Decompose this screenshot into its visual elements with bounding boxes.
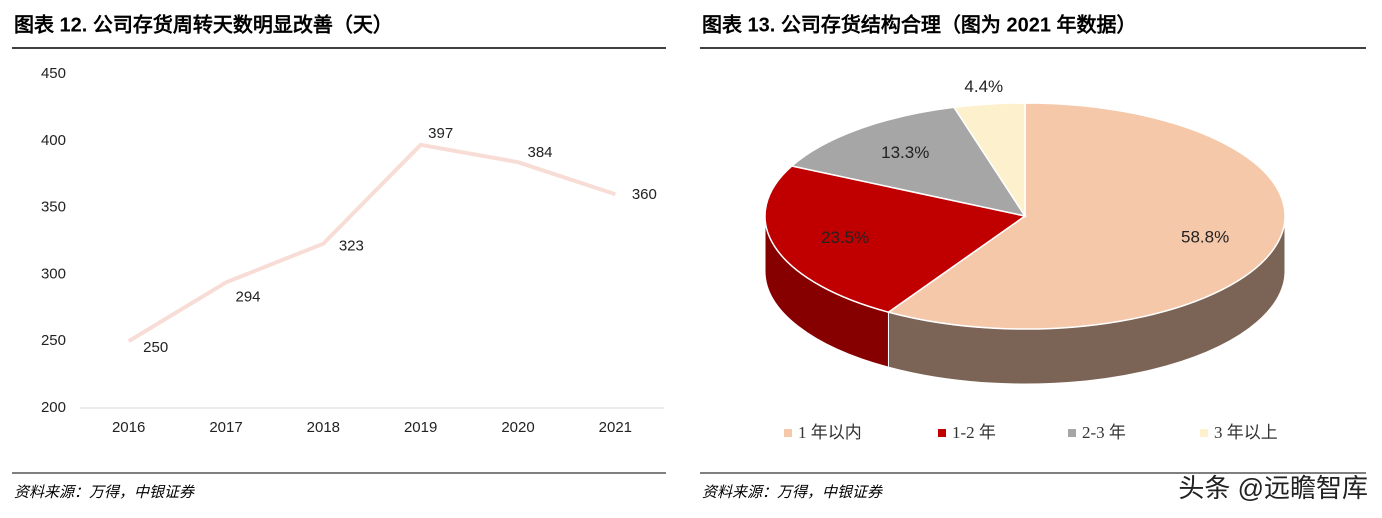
legend-swatch [938, 429, 946, 437]
x-tick-label: 2016 [112, 419, 145, 436]
x-tick-label: 2019 [404, 419, 437, 436]
legend-label: 3 年以上 [1214, 423, 1278, 442]
y-tick-label: 200 [41, 399, 66, 416]
y-tick-label: 400 [41, 132, 66, 149]
legend-label: 1-2 年 [952, 423, 996, 442]
data-label: 13.3% [881, 143, 929, 162]
data-label: 294 [235, 288, 260, 305]
slice [886, 102, 1286, 330]
legend-swatch [784, 429, 792, 437]
y-tick-label: 450 [41, 65, 66, 82]
data-label: 23.5% [821, 228, 869, 247]
source: 资料来源：万得，中银证券 [702, 484, 883, 501]
data-label: 397 [428, 125, 453, 142]
slice [952, 102, 1026, 219]
legend-label: 1 年以内 [798, 423, 862, 442]
x-tick-label: 2020 [501, 419, 534, 436]
chart-title: 图表 13. 公司存货结构合理（图为 2021 年数据） [702, 12, 1137, 36]
x-tick-label: 2018 [307, 419, 340, 436]
slice [790, 106, 1027, 218]
legend-label: 2-3 年 [1082, 423, 1126, 442]
legend-swatch [1068, 429, 1076, 437]
y-tick-label: 300 [41, 265, 66, 282]
data-label: 323 [339, 238, 364, 255]
data-label: 360 [632, 186, 657, 203]
chart-title: 图表 12. 公司存货周转天数明显改善（天） [14, 12, 393, 36]
watermark: 头条 @远瞻智库 [1178, 473, 1368, 503]
legend-swatch [1200, 429, 1208, 437]
data-label: 4.4% [964, 77, 1003, 96]
data-label: 250 [143, 339, 168, 356]
y-tick-label: 250 [41, 332, 66, 349]
x-tick-label: 2021 [599, 419, 632, 436]
x-tick-label: 2017 [209, 419, 242, 436]
y-tick-label: 350 [41, 199, 66, 216]
data-label: 384 [527, 144, 552, 161]
line [127, 142, 616, 343]
data-label: 58.8% [1181, 228, 1229, 247]
source: 资料来源：万得，中银证券 [14, 484, 195, 501]
